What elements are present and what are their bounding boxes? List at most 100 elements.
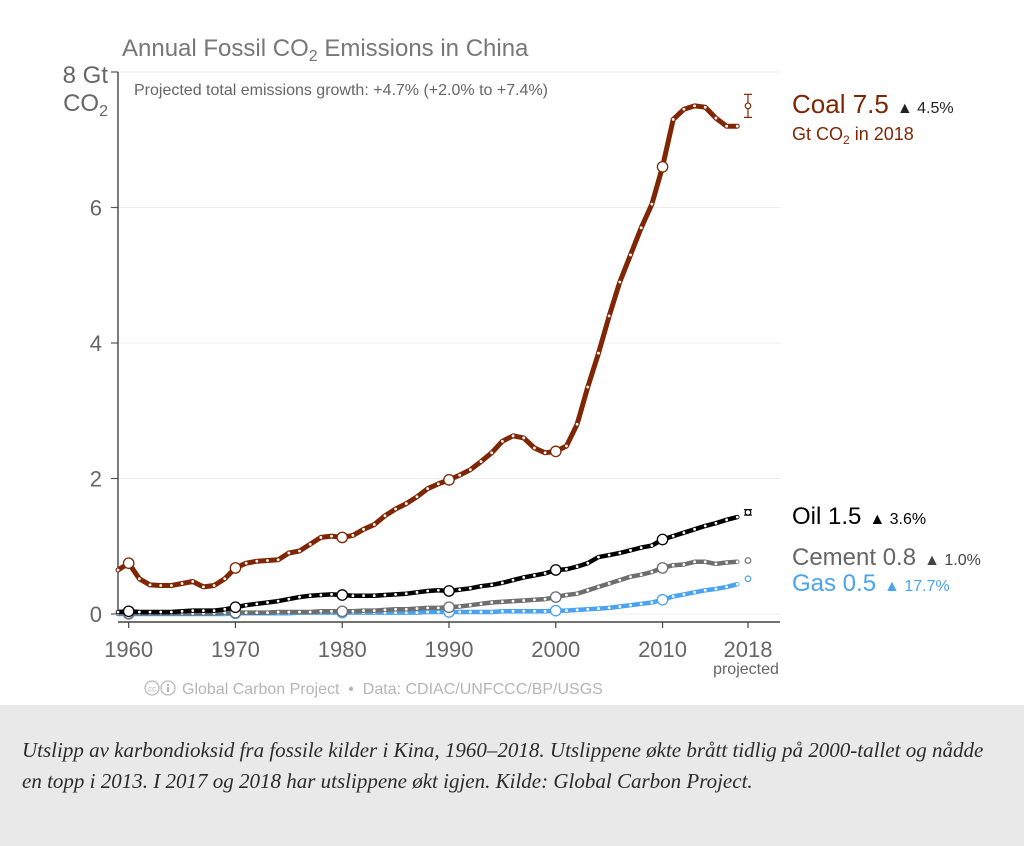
coal-point xyxy=(629,253,632,257)
coal-point xyxy=(458,473,462,477)
cement-point xyxy=(372,609,376,613)
coal-point xyxy=(383,514,387,518)
attribution-icon xyxy=(160,680,176,696)
cement-point xyxy=(586,588,590,592)
gas-point xyxy=(404,611,408,615)
oil-point xyxy=(298,595,301,599)
coal-point xyxy=(159,584,163,587)
coal-unit-label: Gt CO2 in 2018 xyxy=(792,124,914,147)
coal-point xyxy=(436,482,440,486)
gas-point xyxy=(639,602,643,606)
oil-point xyxy=(533,573,536,577)
cement-point xyxy=(404,607,408,611)
gas-point xyxy=(703,588,707,592)
y-unit-label-top: 8 Gt xyxy=(63,62,109,89)
gas-point xyxy=(671,594,675,598)
oil-point xyxy=(597,555,600,559)
gas-point xyxy=(436,610,440,614)
cement-point xyxy=(500,600,504,604)
cement-point xyxy=(735,560,739,564)
oil-point xyxy=(116,610,120,614)
oil-point xyxy=(639,546,643,550)
cement-point xyxy=(511,599,515,603)
y-tick-label: 4 xyxy=(90,331,102,356)
oil-point xyxy=(319,593,323,597)
coal-point xyxy=(319,536,323,539)
coal-point xyxy=(549,445,562,458)
coal-point xyxy=(169,584,173,587)
coal-point xyxy=(148,583,152,587)
coal-point xyxy=(533,446,536,450)
gas-projection-point xyxy=(744,575,752,583)
oil-point xyxy=(511,578,515,582)
axes: 0 2 4 6 1960 1970 1980 1990 2000 2010 2018 xyxy=(90,71,780,662)
oil-point xyxy=(629,548,632,552)
oil-point xyxy=(426,589,430,593)
gas-point xyxy=(479,610,483,614)
coal-point xyxy=(255,559,259,563)
oil-line xyxy=(115,514,740,615)
cement-point xyxy=(682,563,686,566)
cement-point xyxy=(255,611,259,615)
cement-point xyxy=(693,560,696,564)
coal-point xyxy=(575,422,579,426)
coal-point xyxy=(122,557,135,570)
coal-point xyxy=(500,439,504,443)
cement-point xyxy=(575,592,579,596)
chart-figure: 0 2 4 6 1960 1970 1980 1990 2000 2010 2018 Annual … xyxy=(62,35,981,698)
coal-line xyxy=(115,103,740,590)
coal-point xyxy=(468,468,472,472)
oil-point xyxy=(122,605,135,618)
coal-point xyxy=(443,474,455,486)
coal-point xyxy=(607,314,611,318)
oil-point xyxy=(202,609,205,613)
coal-point xyxy=(362,527,365,531)
coal-point xyxy=(191,580,195,583)
coal-point xyxy=(522,436,526,440)
oil-point xyxy=(458,588,462,592)
cement-point xyxy=(298,610,301,614)
oil-point xyxy=(703,524,707,528)
cement-point xyxy=(443,601,455,614)
oil-point xyxy=(618,551,622,555)
gas-point xyxy=(500,609,504,613)
coal-point xyxy=(650,202,654,206)
oil-point xyxy=(383,593,387,597)
coal-point xyxy=(703,105,707,109)
gas-point xyxy=(490,610,494,614)
cement-point xyxy=(276,610,280,614)
coal-point xyxy=(682,107,686,111)
cement-point xyxy=(287,610,291,614)
oil-point xyxy=(671,534,675,538)
coal-point xyxy=(426,487,430,491)
oil-point xyxy=(607,553,611,557)
oil-point xyxy=(362,594,365,598)
coal-point xyxy=(714,116,718,120)
gas-point xyxy=(426,610,430,614)
oil-point xyxy=(276,599,280,603)
oil-point xyxy=(436,588,440,592)
coal-point xyxy=(372,523,376,526)
oil-point xyxy=(656,533,669,546)
gas-point xyxy=(565,609,568,613)
cement-point xyxy=(671,563,675,567)
cement-point xyxy=(479,602,483,606)
oil-point xyxy=(404,592,408,596)
gas-point xyxy=(394,611,398,615)
coal-point xyxy=(725,124,729,128)
coal-point xyxy=(266,559,269,562)
x-tick-label: 2018 xyxy=(723,637,772,662)
oil-point xyxy=(490,583,494,587)
y-tick-label: 0 xyxy=(90,602,102,627)
figure-caption: Utslipp av karbondioksid fra fossile kil… xyxy=(0,705,1024,846)
oil-point xyxy=(479,584,483,588)
caption-text: Utslipp av karbondioksid fra fossile kil… xyxy=(22,738,984,793)
cement-point xyxy=(394,607,398,611)
cement-point xyxy=(565,593,568,597)
coal-point xyxy=(671,118,675,121)
oil-point xyxy=(180,609,184,613)
oil-point xyxy=(223,607,227,611)
coal-point xyxy=(298,549,301,553)
cement-point xyxy=(468,603,472,607)
coal-point xyxy=(276,558,280,562)
